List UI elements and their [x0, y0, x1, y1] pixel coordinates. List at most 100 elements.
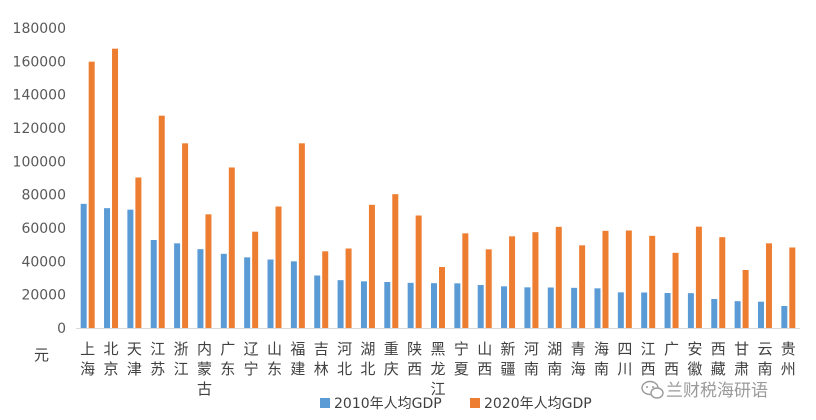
bar-2020 — [228, 167, 235, 328]
bar-2020 — [392, 194, 399, 328]
y-tick-label: 160000 — [13, 54, 66, 70]
bar-2010 — [454, 283, 461, 328]
bar-2020 — [158, 115, 165, 328]
bar-2010 — [80, 203, 87, 328]
bar-2010 — [781, 306, 788, 328]
bar-2010 — [290, 261, 297, 328]
bar-2010 — [150, 240, 157, 328]
bar-2010 — [360, 281, 367, 328]
legend-label: 2010年人均GDP — [334, 396, 442, 412]
bar-2020 — [579, 245, 586, 328]
bar-2010 — [547, 287, 554, 328]
bar-2020 — [298, 143, 305, 328]
bar-2010 — [337, 280, 344, 328]
bar-2020 — [345, 248, 352, 328]
legend: 2010年人均GDP 2020年人均GDP — [320, 396, 592, 412]
bar-2010 — [384, 282, 391, 328]
x-category-label: 广东 — [220, 340, 235, 378]
x-category-label: 江苏 — [150, 340, 165, 378]
x-category-label: 云南 — [757, 340, 772, 378]
bar-2020 — [88, 61, 95, 329]
x-category-label: 贵州 — [781, 340, 796, 378]
bar-2010 — [174, 243, 181, 328]
x-category-label: 重庆 — [384, 340, 399, 378]
x-category-label: 吉林 — [314, 340, 329, 378]
bar-2020 — [415, 215, 422, 328]
y-tick-label: 60000 — [21, 221, 66, 237]
x-category-label: 陕西 — [407, 340, 422, 378]
y-tick-label: 120000 — [13, 121, 66, 137]
x-category-label: 浙江 — [174, 340, 189, 378]
bar-2020 — [112, 48, 119, 329]
x-category-label: 四川 — [617, 340, 632, 378]
bar-2020 — [509, 236, 516, 328]
bar-2020 — [462, 233, 469, 328]
x-category-label: 海南 — [594, 340, 609, 378]
bar-2010 — [711, 299, 718, 328]
bar-2020 — [532, 232, 539, 328]
bar-2020 — [742, 270, 749, 328]
bar-2010 — [127, 209, 134, 328]
x-category-label: 山西 — [477, 340, 492, 378]
bar-2020 — [789, 247, 796, 328]
x-axis-labels: 上海北京天津江苏浙江内蒙古广东辽宁山东福建吉林河北湖北重庆陕西黑龙江宁夏山西新疆… — [80, 340, 796, 398]
bar-2010 — [524, 287, 531, 328]
bars — [80, 48, 796, 329]
x-category-label: 山东 — [267, 340, 282, 378]
legend-label: 2020年人均GDP — [484, 396, 592, 412]
bar-2010 — [687, 293, 694, 328]
y-tick-label: 20000 — [21, 288, 66, 304]
bar-2020 — [672, 252, 679, 328]
x-category-label: 广西 — [664, 340, 679, 378]
y-tick-label: 0 — [57, 321, 66, 337]
bar-2010 — [594, 288, 601, 328]
bar-2020 — [765, 243, 772, 328]
y-tick-label: 80000 — [21, 188, 66, 204]
bar-2010 — [267, 259, 274, 328]
x-category-label: 河北 — [337, 340, 352, 378]
x-category-label: 上海 — [80, 340, 95, 378]
x-category-label: 福建 — [290, 340, 305, 378]
bar-2010 — [104, 208, 111, 328]
bar-2010 — [477, 285, 484, 328]
bar-2020 — [602, 230, 609, 328]
bar-2010 — [220, 253, 227, 328]
bar-2020 — [275, 206, 282, 328]
x-category-label: 内蒙古 — [197, 340, 212, 398]
x-category-label: 北京 — [104, 340, 119, 378]
bar-2010 — [197, 249, 204, 328]
x-category-label: 辽宁 — [244, 340, 259, 378]
x-category-label: 江西 — [641, 340, 656, 378]
bar-2010 — [641, 292, 648, 328]
bar-2020 — [205, 214, 212, 328]
watermark: 兰财税海研语 — [641, 380, 768, 401]
bar-2020 — [322, 251, 329, 328]
bar-2010 — [244, 257, 251, 328]
bar-2010 — [501, 286, 508, 328]
x-category-label: 青海 — [571, 340, 586, 378]
unit-label: 元 — [34, 346, 49, 364]
y-tick-label: 40000 — [21, 254, 66, 270]
x-category-label: 西藏 — [711, 340, 726, 378]
x-category-label: 新疆 — [501, 340, 516, 378]
bar-2020 — [182, 143, 189, 328]
bar-2010 — [617, 292, 624, 328]
bar-2020 — [485, 249, 492, 328]
x-category-label: 河南 — [524, 340, 539, 378]
x-category-label: 安徽 — [687, 340, 702, 378]
bar-2010 — [664, 293, 671, 328]
wechat-icon — [641, 380, 664, 399]
y-tick-label: 180000 — [13, 21, 66, 37]
bar-2010 — [407, 282, 414, 328]
x-category-label: 天津 — [127, 340, 142, 378]
bar-2020 — [135, 177, 142, 328]
bar-2020 — [252, 231, 259, 328]
bar-2010 — [314, 275, 321, 328]
bar-2020 — [649, 235, 656, 328]
bar-2020 — [439, 267, 445, 328]
y-axis: 0 20000 40000 60000 80000 100000 120000 140000 1… — [13, 21, 800, 337]
x-category-label: 黑龙江 — [430, 340, 445, 398]
bar-2020 — [555, 226, 562, 328]
legend-swatch — [320, 398, 330, 408]
